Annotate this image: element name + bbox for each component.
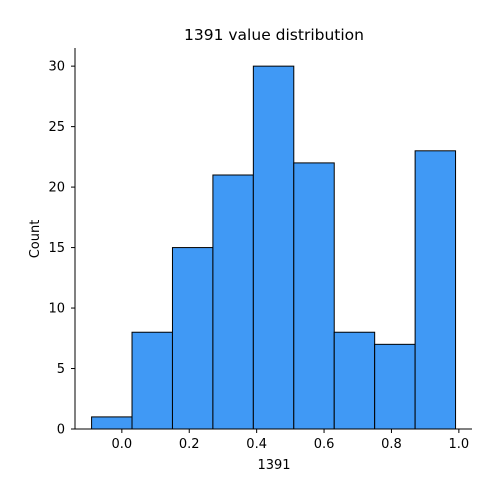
x-tick-label: 0.6 (314, 437, 335, 452)
histogram-bar (212, 174, 254, 430)
y-tick-label: 30 (48, 60, 65, 75)
y-tick-label: 5 (57, 362, 65, 377)
x-tick-label: 0.8 (381, 437, 402, 452)
histogram-bar (374, 343, 416, 430)
x-tick-label: 0.0 (112, 437, 133, 452)
histogram-bar (293, 162, 335, 430)
histogram-bar (414, 150, 457, 430)
y-tick-label: 10 (48, 302, 65, 317)
histogram-bar (252, 65, 295, 430)
y-axis-ticks: 0 5 10 15 20 25 30 (48, 60, 75, 438)
histogram-bar (171, 247, 214, 430)
y-tick-label: 0 (57, 423, 65, 438)
y-axis-label: Count (28, 220, 43, 259)
y-tick-label: 15 (48, 241, 65, 256)
y-tick-label: 25 (48, 120, 65, 135)
bars-group (91, 65, 457, 430)
histogram-bar (333, 331, 376, 430)
y-tick-label: 20 (48, 181, 65, 196)
x-axis-ticks: 0.0 0.2 0.4 0.6 0.8 1.0 (112, 429, 470, 452)
x-axis-label: 1391 (257, 458, 290, 473)
x-tick-label: 0.4 (246, 437, 267, 452)
histogram-bar (91, 416, 133, 430)
chart-title: 1391 value distribution (184, 26, 364, 44)
x-tick-label: 0.2 (179, 437, 200, 452)
x-tick-label: 1.0 (449, 437, 470, 452)
histogram-bar (131, 331, 173, 430)
